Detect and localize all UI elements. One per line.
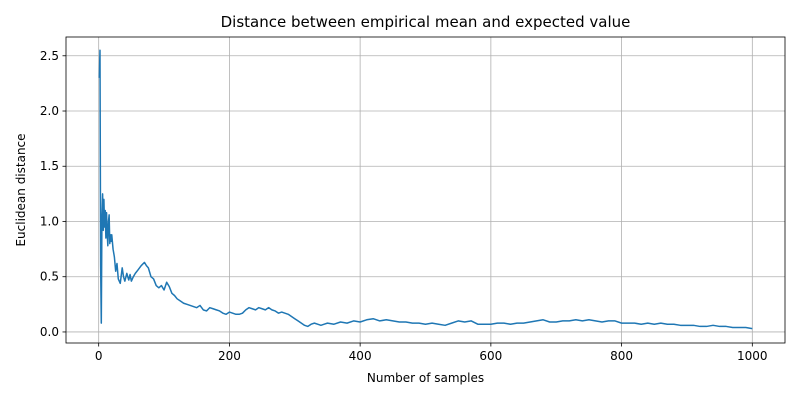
chart-title: Distance between empirical mean and expe…	[221, 13, 631, 31]
y-tick-label: 1.0	[40, 214, 59, 228]
x-tick-label: 800	[610, 349, 633, 363]
plot-frame	[65, 36, 786, 344]
y-axis-label: Euclidean distance	[14, 133, 28, 246]
y-tick-label: 1.5	[40, 159, 59, 173]
x-axis-label: Number of samples	[367, 371, 484, 385]
grid	[66, 37, 785, 343]
x-tick-label: 200	[218, 349, 241, 363]
y-axis-ticks: 0.0 0.5 1.0 1.5 2.0 2.5	[40, 49, 66, 339]
x-tick-label: 1000	[737, 349, 768, 363]
x-tick-label: 400	[349, 349, 372, 363]
x-tick-label: 600	[479, 349, 502, 363]
x-axis-ticks: 0 200 400 600 800 1000	[95, 343, 768, 363]
y-tick-label: 0.0	[40, 325, 59, 339]
y-tick-label: 0.5	[40, 270, 59, 284]
series-layer	[98, 49, 753, 330]
y-tick-label: 2.0	[40, 104, 59, 118]
y-tick-label: 2.5	[40, 49, 59, 63]
series-line	[98, 49, 753, 330]
x-tick-label: 0	[95, 349, 103, 363]
